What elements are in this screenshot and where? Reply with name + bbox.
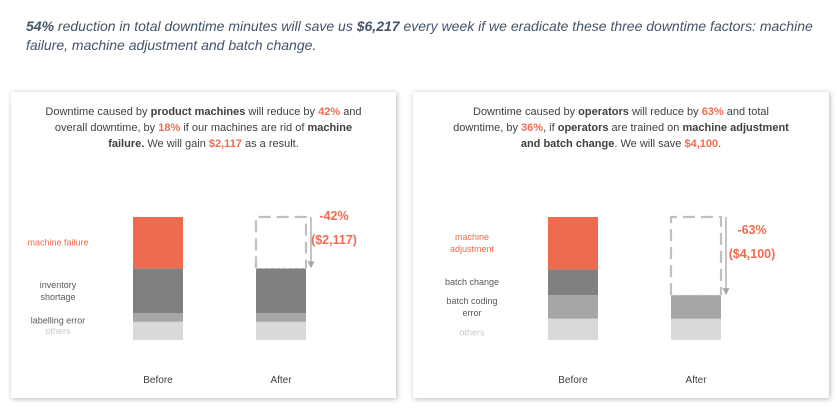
caption-highlight: 42% (318, 106, 341, 118)
caption-bold: machine adjustment and batch change (520, 122, 789, 150)
change-amount-label: ($4,100) (729, 247, 776, 261)
bar-segment-batch-coding-error-before (548, 295, 598, 319)
arrow-head-icon (307, 261, 315, 269)
caption-text: and overall downtime, by (54, 106, 362, 134)
removed-segment-outline (669, 215, 723, 296)
bar-segment-machine-failure-before (133, 217, 183, 269)
caption-highlight: 18% (158, 122, 181, 134)
arrow-head-icon (722, 288, 730, 296)
headline-pct: 54% (26, 18, 55, 34)
headline-text-2: every week if we eradicate these three d… (26, 18, 813, 53)
segment-label-batch-change: batch change (445, 277, 499, 287)
x-tick-label: Before (143, 375, 173, 386)
headline-text-1: reduction in total downtime minutes will… (54, 18, 357, 34)
segment-label-machine-adjustment: machine adjustment (450, 232, 495, 254)
caption-text: will reduce by (628, 106, 702, 118)
segment-label-machine-failure: machine failure (27, 238, 88, 248)
change-amount-label: ($2,117) (311, 233, 357, 247)
caption-text: , if (543, 122, 558, 134)
product-machines-panel: Downtime caused by product machines will… (11, 92, 396, 398)
operators-panel: Downtime caused by operators will reduce… (413, 92, 829, 398)
caption-bold: machine failure. (108, 122, 353, 150)
caption-bold: operators (557, 122, 609, 134)
caption-text: Downtime caused by (473, 106, 579, 118)
change-pct-label: -42% (319, 209, 348, 223)
bar-segment-others-after (671, 318, 721, 340)
caption-text: if our machines are rid of (180, 122, 308, 134)
bar-segment-others-before (548, 318, 598, 340)
bar-segment-inventory-shortage-after (256, 268, 306, 314)
bar-segment-batch-change-before (548, 269, 598, 296)
caption-text: and total downtime, by (453, 106, 769, 134)
caption-highlight: 63% (701, 106, 724, 118)
panel-caption: Downtime caused by operators will reduce… (423, 104, 819, 152)
bar-segment-inventory-shortage-before (133, 268, 183, 314)
segment-label-labelling-error: labelling error (31, 316, 86, 326)
segment-label-others: others (459, 327, 485, 337)
operators-chart: Before After others batch coding error batch … (445, 215, 776, 386)
x-tick-label: After (270, 375, 292, 386)
caption-text: as a result. (241, 138, 299, 150)
caption-text: will reduce by (245, 106, 319, 118)
bar-segment-batch-coding-error-after (671, 295, 721, 319)
caption-text: . We will save (614, 138, 685, 150)
segment-label-others: others (45, 326, 71, 336)
caption-text: Downtime caused by (45, 106, 151, 118)
bar-segment-machine-adjustment-before (548, 217, 598, 270)
bar-segment-others-before (133, 321, 183, 340)
x-tick-label: After (685, 375, 707, 386)
caption-text: are trained on (608, 122, 683, 134)
caption-highlight: $2,117 (208, 138, 242, 150)
headline: 54% reduction in total downtime minutes … (26, 17, 826, 55)
caption-highlight: $4,100 (684, 138, 719, 150)
caption-text: We will gain (144, 138, 209, 150)
removed-segment-outline (254, 215, 308, 269)
bar-segment-labelling-error-before (133, 313, 183, 322)
caption-bold: operators (578, 106, 629, 118)
bar-segment-labelling-error-after (256, 313, 306, 322)
segment-label-inventory-shortage: inventory shortage (40, 280, 77, 302)
caption-text: . (718, 138, 722, 150)
caption-highlight: 36% (521, 122, 544, 134)
change-pct-label: -63% (737, 223, 766, 237)
bar-segment-others-after (256, 321, 306, 340)
headline-amount: $6,217 (356, 18, 400, 34)
panel-caption: Downtime caused by product machines will… (21, 104, 386, 152)
x-tick-label: Before (558, 375, 588, 386)
caption-bold: product machines (150, 106, 246, 118)
segment-label-batch-coding-error: batch coding error (446, 296, 497, 318)
